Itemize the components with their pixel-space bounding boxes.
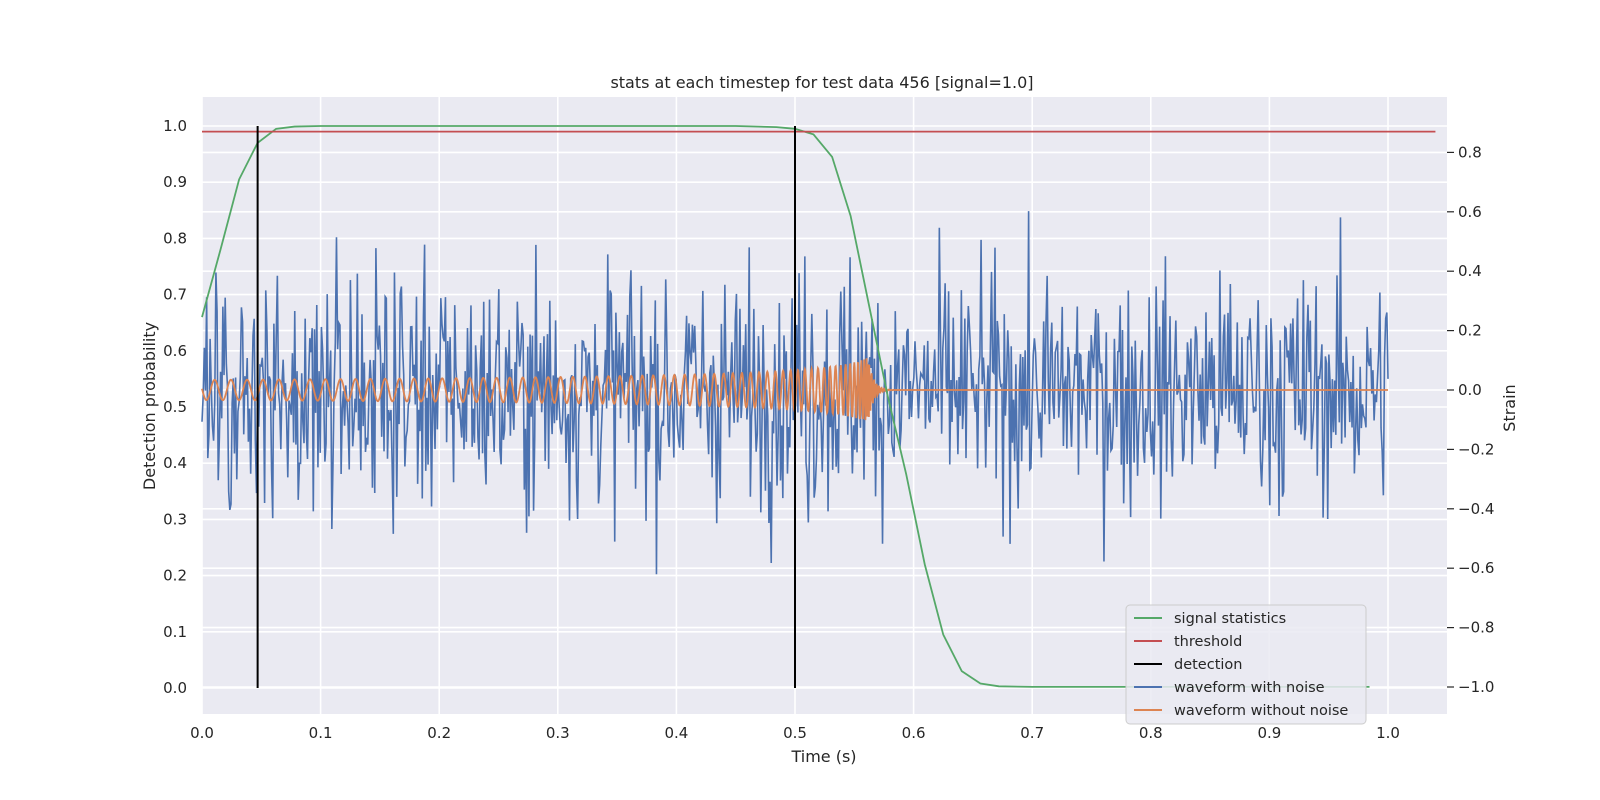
y-tick-label: 0.2 <box>163 567 187 585</box>
y-tick-label: 0.5 <box>163 398 187 416</box>
series-signal-statistics <box>201 125 1370 688</box>
y-axis-label: Detection probability <box>140 322 159 490</box>
y2-tick-label: 0.4 <box>1458 262 1482 280</box>
y2-tick-label: −0.4 <box>1458 500 1494 518</box>
legend-label: threshold <box>1174 634 1242 650</box>
legend-label: waveform with noise <box>1174 680 1325 696</box>
x-tick-label: 0.9 <box>1257 724 1281 742</box>
y-axis-right: −1.0 −0.8 −0.6 −0.4 −0.2 0.0 0.2 0.4 0.6 0.8 <box>1447 143 1494 696</box>
x-tick-label: 0.2 <box>427 724 451 742</box>
series-layer <box>201 125 1436 688</box>
y2-tick-label: 0.8 <box>1458 143 1482 161</box>
y2-tick-label: 0.0 <box>1458 381 1482 399</box>
y2-tick-label: −0.2 <box>1458 440 1494 458</box>
y-tick-label: 0.8 <box>163 229 187 247</box>
y2-axis-label: Strain <box>1500 384 1519 431</box>
y2-tick-label: 0.6 <box>1458 203 1482 221</box>
x-tick-label: 0.3 <box>546 724 570 742</box>
x-tick-label: 0.5 <box>783 724 807 742</box>
y2-tick-label: −0.6 <box>1458 559 1494 577</box>
legend-label: detection <box>1174 657 1242 673</box>
x-axis: 0.0 0.1 0.2 0.3 0.4 0.5 0.6 0.7 0.8 0.9 1.0 <box>190 724 1400 742</box>
x-tick-label: 1.0 <box>1376 724 1400 742</box>
x-tick-label: 0.8 <box>1139 724 1163 742</box>
legend: signal statistics threshold detection wavef… <box>1125 604 1367 725</box>
x-tick-label: 0.1 <box>309 724 333 742</box>
y2-tick-label: 0.2 <box>1458 322 1482 340</box>
y-tick-label: 0.9 <box>163 173 187 191</box>
y-tick-label: 0.3 <box>163 510 187 528</box>
x-tick-label: 0.6 <box>902 724 926 742</box>
y2-tick-label: −0.8 <box>1458 619 1494 637</box>
x-axis-label: Time (s) <box>790 747 856 766</box>
x-tick-label: 0.4 <box>664 724 688 742</box>
legend-label: signal statistics <box>1174 611 1286 627</box>
legend-label: waveform without noise <box>1174 703 1348 719</box>
y-tick-label: 1.0 <box>163 117 187 135</box>
y-tick-label: 0.4 <box>163 454 187 472</box>
y-axis-left: 0.0 0.1 0.2 0.3 0.4 0.5 0.6 0.7 0.8 0.9 1.0 <box>163 117 187 697</box>
x-tick-label: 0.7 <box>1020 724 1044 742</box>
chart-title: stats at each timestep for test data 456… <box>610 73 1033 92</box>
legend-box <box>1125 604 1367 725</box>
y-tick-label: 0.0 <box>163 679 187 697</box>
y-tick-label: 0.1 <box>163 623 187 641</box>
y-tick-label: 0.6 <box>163 342 187 360</box>
y-tick-label: 0.7 <box>163 286 187 304</box>
x-tick-label: 0.0 <box>190 724 214 742</box>
y2-tick-label: −1.0 <box>1458 678 1494 696</box>
